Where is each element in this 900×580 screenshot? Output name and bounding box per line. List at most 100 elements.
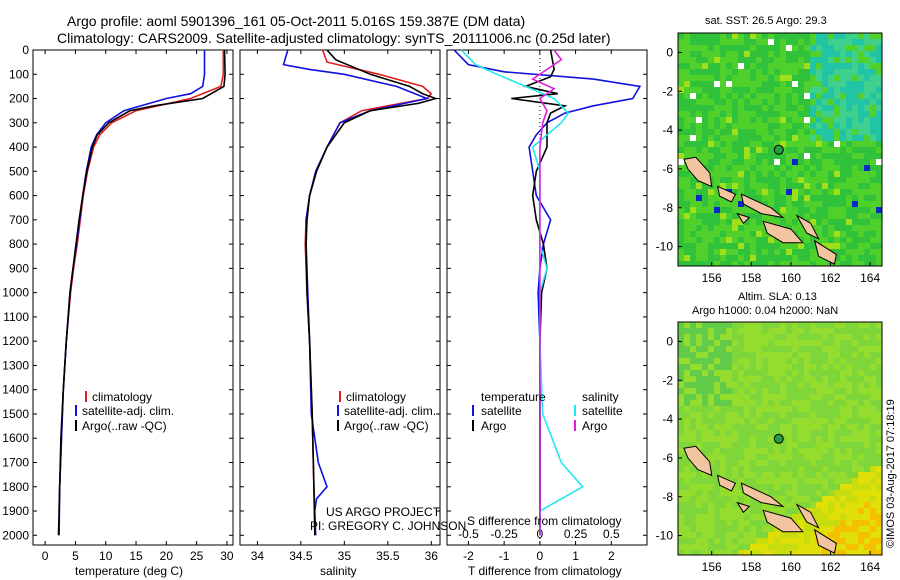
map-cell bbox=[726, 177, 733, 184]
map-cell bbox=[774, 207, 781, 214]
map-cell bbox=[786, 39, 793, 46]
map-cell bbox=[750, 550, 757, 556]
map-cell bbox=[828, 51, 835, 58]
map-cell bbox=[684, 33, 691, 40]
map-cell bbox=[816, 87, 823, 94]
map-cell bbox=[852, 322, 859, 329]
map-cell bbox=[708, 460, 715, 467]
map-cell bbox=[780, 219, 787, 226]
map-cell bbox=[768, 189, 775, 196]
depth-tick-label: 1500 bbox=[2, 407, 29, 421]
map-cell bbox=[870, 454, 877, 461]
map-cell bbox=[690, 81, 697, 88]
map-cell bbox=[702, 484, 709, 491]
map-cell bbox=[786, 219, 793, 226]
map-cell bbox=[870, 231, 877, 238]
map-cell bbox=[822, 231, 829, 238]
map-cell bbox=[852, 153, 859, 160]
map-cell bbox=[774, 532, 781, 539]
map-cell bbox=[738, 466, 745, 473]
map-cell bbox=[708, 526, 715, 533]
map-cell bbox=[846, 478, 853, 485]
map-cell bbox=[780, 75, 787, 82]
map-cell bbox=[732, 406, 739, 413]
map-cell bbox=[762, 340, 769, 347]
map-cell bbox=[726, 117, 733, 124]
map-cell bbox=[720, 93, 727, 100]
map-cell bbox=[756, 75, 763, 82]
map-cell bbox=[762, 201, 769, 208]
map-cell bbox=[840, 159, 847, 166]
map-cell bbox=[864, 400, 871, 407]
map-cell bbox=[828, 406, 835, 413]
map-cell bbox=[798, 460, 805, 467]
map-cell bbox=[744, 454, 751, 461]
map-cell bbox=[786, 490, 793, 497]
map-cell bbox=[798, 346, 805, 353]
map-cell bbox=[696, 532, 703, 539]
map-cell bbox=[720, 418, 727, 425]
map-cell bbox=[714, 538, 721, 545]
map-cell bbox=[822, 135, 829, 142]
map-cell bbox=[762, 141, 769, 148]
map-cell bbox=[708, 219, 715, 226]
map-cell bbox=[876, 454, 883, 461]
map-cell bbox=[852, 237, 859, 244]
map-cell bbox=[780, 442, 787, 449]
island-landmass bbox=[683, 156, 713, 188]
map-cell bbox=[702, 225, 709, 232]
map-cell bbox=[828, 526, 835, 533]
map-cell bbox=[678, 382, 685, 389]
map-cell bbox=[858, 171, 865, 178]
map-cell bbox=[798, 370, 805, 377]
map-cell bbox=[684, 147, 691, 154]
map-cell bbox=[762, 322, 769, 329]
map-cell bbox=[738, 33, 745, 40]
map-cell bbox=[744, 436, 751, 443]
map-cell bbox=[714, 328, 721, 335]
map-cell bbox=[762, 388, 769, 395]
map-cell bbox=[792, 195, 799, 202]
map-cell bbox=[696, 478, 703, 485]
map-cell bbox=[720, 352, 727, 359]
map-cell bbox=[864, 75, 871, 82]
map-cell bbox=[750, 472, 757, 479]
map-cell bbox=[846, 195, 853, 202]
map-cell bbox=[870, 63, 877, 70]
map-cell bbox=[702, 213, 709, 220]
map-cell bbox=[792, 442, 799, 449]
map-cell bbox=[744, 33, 751, 40]
map-cell bbox=[684, 376, 691, 383]
map-cell bbox=[798, 255, 805, 262]
map-cell bbox=[804, 442, 811, 449]
map-cell bbox=[720, 322, 727, 329]
map-cell bbox=[708, 189, 715, 196]
map-cell bbox=[708, 544, 715, 551]
map-cell bbox=[768, 177, 775, 184]
map-cell bbox=[822, 123, 829, 130]
map-cell bbox=[876, 424, 883, 431]
map-cell bbox=[876, 532, 883, 539]
map-cell bbox=[756, 424, 763, 431]
map-cell bbox=[696, 442, 703, 449]
map-cell bbox=[846, 424, 853, 431]
map-cell bbox=[714, 340, 721, 347]
map-cell bbox=[798, 352, 805, 359]
map-cell bbox=[852, 364, 859, 371]
map-cell bbox=[792, 406, 799, 413]
map-cell bbox=[786, 418, 793, 425]
map-cell bbox=[852, 352, 859, 359]
map-cell bbox=[852, 418, 859, 425]
map-cell bbox=[726, 171, 733, 178]
map-cell bbox=[756, 99, 763, 106]
map-cell bbox=[870, 225, 877, 232]
map-cell bbox=[684, 45, 691, 52]
map-cell bbox=[864, 135, 871, 142]
map-cell bbox=[720, 237, 727, 244]
map-cell bbox=[678, 201, 685, 208]
map-cell bbox=[810, 177, 817, 184]
map-cell bbox=[774, 358, 781, 365]
map-cell bbox=[828, 57, 835, 64]
temperature-x-ticks: 0 5 10 15 20 25 30 bbox=[42, 50, 234, 563]
map-cell bbox=[708, 322, 715, 329]
